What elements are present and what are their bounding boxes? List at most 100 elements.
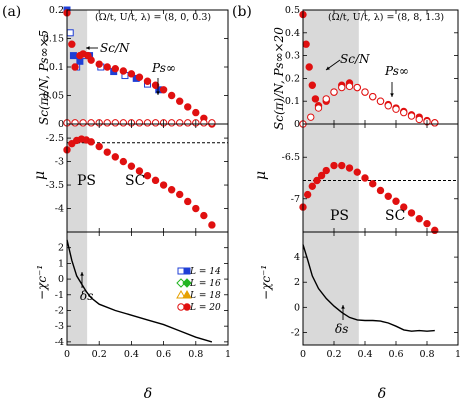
point-a-top-s1-10 [119,67,128,75]
y-axis-label-mid-b: μ [253,171,269,180]
point-a-mid-s0-5 [87,138,95,146]
point-b-mid-s0-13 [384,192,392,200]
point-b-mid-s0-15 [400,203,408,211]
point-b-top-s1-12 [392,105,400,113]
y-axis-label-bot-a: −χc⁻¹ [35,265,49,300]
legend-marker-filled-0 [183,267,191,275]
ytick-label-a-bot-4: -2 [55,305,64,316]
chart-b-bot [302,244,435,332]
point-a-top-s1-2 [71,63,79,71]
point-b-mid-s0-19 [431,226,439,235]
panel-label-b: (b) [232,4,252,20]
point-a-mid-s0-8 [111,153,120,161]
point-b-mid-s0-3 [313,176,321,185]
point-a-top-s2-7 [119,119,128,127]
legend-marker-open-3 [177,303,185,311]
xtick-label-a-bot-0: 0 [64,349,70,360]
y-axis-label-mid-a: μ [32,171,48,180]
point-a-mid-s0-17 [184,197,192,206]
point-b-top-s1-13 [400,108,408,117]
point-b-top-s1-2 [314,104,323,112]
sc-curve-label-a: Sc/N [100,41,130,55]
y-axis-label-bot-b: −χc⁻¹ [259,265,273,300]
x-axis-label-b: δ [378,386,386,402]
point-a-mid-s0-18 [192,204,200,213]
ytick-label-a-mid-1: -3 [55,157,64,168]
ytick-label-a-bot-5: -3 [55,321,64,332]
sc-label-a: SC [125,173,145,189]
xtick-label-a-bot-4: 0.8 [188,349,203,360]
point-a-top-s1-14 [151,81,160,89]
series-line-a-bot [66,239,213,343]
point-b-mid-s0-11 [369,180,377,188]
delta-s-label-a: δs [80,289,93,303]
y-axis-label-top-a: Sc(π)/N, Ps∞×5 [37,30,51,125]
xtick-label-b-bot-1: 0.2 [326,349,341,360]
xtick-label-a-bot-1: 0.2 [92,349,107,360]
ytick-label-a-top-1: 0.05 [43,91,64,102]
xtick-label-a-bot-2: 0.4 [124,349,139,360]
point-a-top-s1-19 [192,108,200,117]
axes-frame-a-top [66,9,229,125]
point-b-top-s1-3 [322,95,330,103]
point-b-mid-s0-6 [330,161,338,170]
ytick-label-a-bot-2: 0 [58,274,64,285]
point-b-top-s1-17 [431,119,439,127]
point-a-top-s1-7 [95,60,103,68]
panel-label-a: (a) [2,4,21,20]
legend-markers [176,267,192,311]
point-a-top-s0-2 [69,52,77,60]
arrow-sc-b-head [326,66,330,70]
arrow-delta-s-b-head [341,305,345,309]
point-a-mid-s0-11 [135,167,144,175]
point-a-top-s2-2 [79,119,87,127]
point-a-mid-s0-13 [151,176,160,185]
point-b-mid-s0-14 [392,197,400,205]
point-b-mid-s0-16 [407,209,416,217]
point-a-top-s2-5 [103,119,111,127]
chart-b-top [299,10,439,128]
legend-entry-l18: L = 18 [189,291,221,301]
point-a-mid-s0-9 [119,157,128,166]
point-a-top-s1-17 [176,97,184,105]
ytick-label-b-top-1: 0.1 [285,96,300,107]
ytick-label-b-bot-1: 2 [294,277,300,288]
point-a-top-s1-6 [87,56,95,64]
ytick-label-a-top-3: 0.15 [43,34,64,45]
params-b: (Ω/t, U/t, λ) = (8, 8, 1.3) [328,12,444,23]
point-b-top-s0-1 [302,40,310,48]
chart-a-bot [66,239,213,343]
point-b-mid-s0-8 [345,164,354,172]
sc-curve-label-b: Sc/N [340,52,370,66]
delta-s-label-b: δs [335,322,348,336]
ytick-label-a-bot-6: -4 [55,337,64,348]
chart-b-mid [299,161,458,235]
point-a-top-s2-14 [176,119,184,127]
legend-entry-l20: L = 20 [189,303,221,313]
legend-marker-open-2 [176,289,186,299]
ps-shade-b-mid [303,124,359,232]
ytick-label-a-mid-3: -4 [55,204,64,215]
legend-marker-filled-1 [182,278,192,288]
legend-entry-l14: L = 14 [189,267,221,277]
point-b-top-s1-7 [353,83,361,92]
ps-shade-a-mid [67,124,88,232]
xtick-label-b-bot-5: 1 [455,349,461,360]
point-a-top-s2-18 [208,119,216,127]
arrow-ps-b-head [390,93,394,97]
ytick-label-a-bot-0: 2 [58,243,64,254]
ytick-label-b-mid-0: -6.5 [282,152,300,163]
ytick-label-a-mid-2: -3.5 [46,180,64,191]
point-a-top-s1-13 [143,77,152,85]
point-a-top-s1-12 [135,73,144,81]
point-b-top-s0-2 [305,63,313,71]
xtick-label-b-bot-4: 0.8 [419,349,434,360]
point-a-top-s2-9 [135,119,144,127]
point-b-top-s1-5 [338,83,346,92]
point-a-top-s1-18 [184,103,192,111]
ps-shade-b-bot [303,232,359,345]
axes-frame-b-bot [302,231,459,346]
point-a-top-s2-15 [184,119,192,127]
